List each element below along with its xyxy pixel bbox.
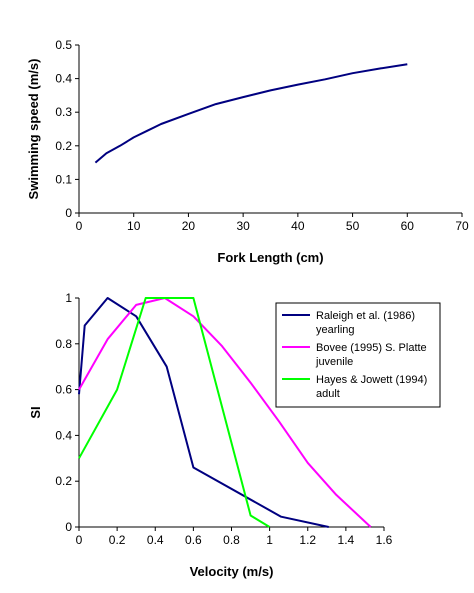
x-tick-label: 0.4 xyxy=(147,533,164,547)
series-line-0 xyxy=(78,297,329,528)
x-tick-label: 0.8 xyxy=(223,533,240,547)
legend-label-1: juvenile xyxy=(315,356,353,368)
y-tick-label: 0.5 xyxy=(55,38,72,52)
legend-label-0: Raleigh et al. (1986) xyxy=(316,310,415,322)
x-tick-label: 0 xyxy=(76,533,83,547)
x-tick-label: 1.4 xyxy=(338,533,355,547)
x-tick-label: 10 xyxy=(127,219,141,233)
legend-label-2: Hayes & Jowett (1994) xyxy=(316,374,427,386)
x-axis-label: Velocity (m/s) xyxy=(190,564,274,579)
x-tick-label: 40 xyxy=(291,219,305,233)
x-tick-label: 50 xyxy=(346,219,360,233)
x-tick-label: 20 xyxy=(182,219,196,233)
y-tick-label: 0.2 xyxy=(55,139,72,153)
y-tick-label: 0.1 xyxy=(55,172,72,186)
swimming-speed-chart: Swimming speed (m/s) Fork Length (cm) 0 1… xyxy=(26,38,469,265)
legend-label-1: Bovee (1995) S. Platte xyxy=(316,342,427,354)
series-line-0 xyxy=(94,63,408,164)
y-axis-label: SI xyxy=(28,406,43,418)
x-tick-label: 1.2 xyxy=(299,533,316,547)
y-tick-label: 1 xyxy=(65,291,72,305)
y-tick-label: 0.6 xyxy=(55,383,72,397)
x-tick-label: 1 xyxy=(266,533,273,547)
x-tick-label: 0.2 xyxy=(109,533,126,547)
x-axis-label: Fork Length (cm) xyxy=(217,250,323,265)
series-line-1 xyxy=(78,297,372,528)
y-tick-label: 0 xyxy=(65,520,72,534)
x-tick-label: 60 xyxy=(401,219,415,233)
y-tick-label: 0.2 xyxy=(55,474,72,488)
y-axis-label: Swimming speed (m/s) xyxy=(26,59,41,200)
x-tick-label: 1.6 xyxy=(376,533,393,547)
x-tick-label: 70 xyxy=(455,219,469,233)
y-tick-label: 0.4 xyxy=(55,428,72,442)
legend: Raleigh et al. (1986) yearling Bovee (1995… xyxy=(275,302,441,408)
legend-label-2: adult xyxy=(316,388,340,400)
x-tick-label: 30 xyxy=(236,219,250,233)
suitability-index-chart: SI Velocity (m/s) 0 0.2 0.4 0.6 0.8 1 1.2 1.4 1.… xyxy=(28,291,441,579)
legend-label-0: yearling xyxy=(316,324,355,336)
x-tick-label: 0.6 xyxy=(185,533,202,547)
x-tick-label: 0 xyxy=(76,219,83,233)
y-tick-label: 0 xyxy=(65,206,72,220)
y-tick-label: 0.3 xyxy=(55,105,72,119)
y-tick-label: 0.4 xyxy=(55,72,72,86)
legend-box xyxy=(275,302,441,408)
series-line-2 xyxy=(78,297,271,528)
y-tick-label: 0.8 xyxy=(55,337,72,351)
